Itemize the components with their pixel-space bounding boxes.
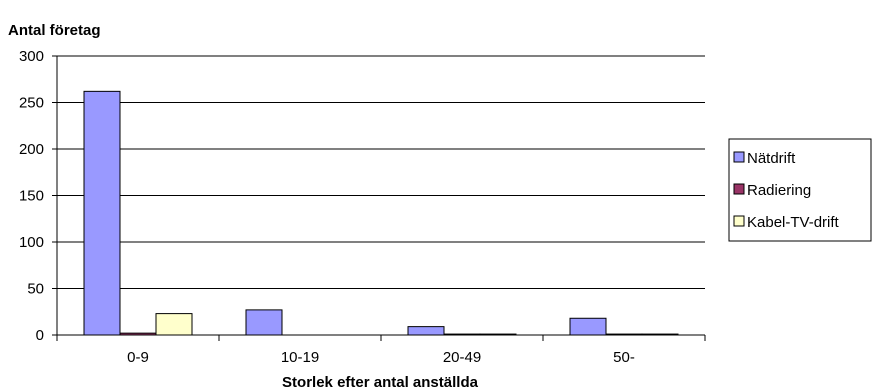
bar-n-tdrift-50- [569,317,607,336]
x-tick-label: 0-9 [127,349,149,366]
x-tick-label: 20-49 [443,349,481,366]
y-tick-label: 0 [36,327,44,344]
gridlines [57,55,705,289]
x-tick-labels: 0-9 10-19 20-49 50- [127,349,635,366]
legend: Nätdrift Radiering Kabel-TV-drift [728,138,872,242]
x-tick-label: 50- [613,349,635,366]
bar-n-tdrift-10-19 [245,309,283,336]
y-tick-label: 300 [19,48,44,65]
legend-swatch [733,183,745,195]
legend-swatch [733,215,745,227]
y-axis-title: Antal företag [8,22,101,39]
y-tick-label: 150 [19,188,44,205]
y-tick-label: 100 [19,234,44,251]
axes [52,55,706,341]
y-tick-labels: 0 50 100 150 200 250 300 [19,48,44,344]
legend-swatch [733,151,745,163]
x-tick-label: 10-19 [281,349,319,366]
y-tick-label: 200 [19,141,44,158]
x-axis-title: Storlek efter antal anställda [282,374,479,391]
bar-n-tdrift-20-49 [407,326,445,336]
legend-label: Radiering [747,182,811,199]
bar-n-tdrift-0-9 [83,90,121,336]
legend-box [728,138,872,242]
legend-label: Nätdrift [747,150,796,167]
bars [83,90,679,336]
legend-label: Kabel-TV-drift [747,214,840,231]
y-tick-label: 250 [19,95,44,112]
y-tick-label: 50 [27,281,44,298]
bar-kabel-tv-drift-0-9 [155,313,193,336]
